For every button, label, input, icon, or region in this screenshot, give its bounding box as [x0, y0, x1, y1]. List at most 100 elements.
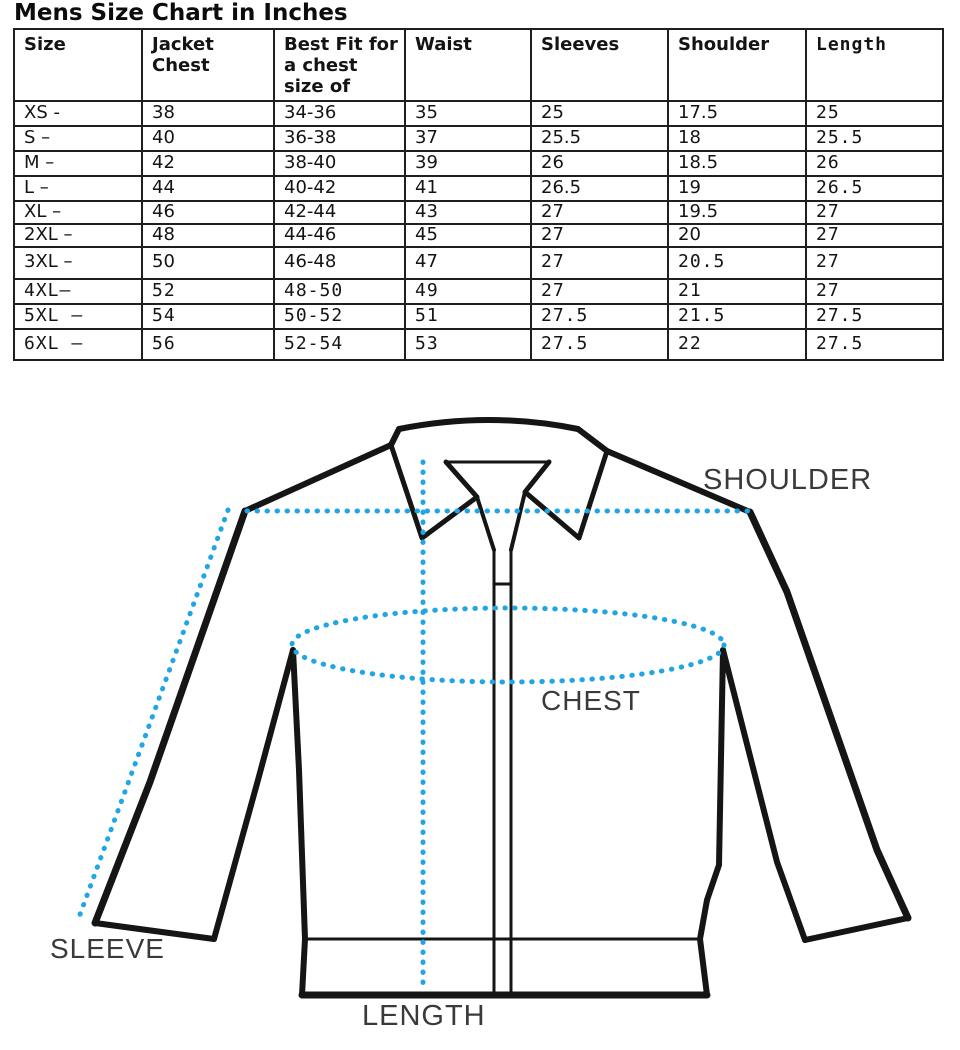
- table-row: L –44 40-42 41 26.5 19 26.5: [13, 175, 944, 202]
- cell-sleeves: 25: [530, 100, 669, 127]
- cell-shoulder: 19: [667, 175, 807, 202]
- cell-best-fit: 52-54: [273, 328, 406, 361]
- hem-left-edge: [299, 936, 308, 998]
- cell-best-fit: 44-46: [273, 223, 406, 248]
- cell-sleeves: 27: [530, 278, 669, 305]
- cell-shoulder: 18: [667, 125, 807, 152]
- chest-label: CHEST: [541, 685, 641, 716]
- cell-sleeves: 25.5: [530, 125, 669, 152]
- cell-waist: 49: [404, 278, 532, 305]
- column-header-waist: Waist: [404, 28, 532, 102]
- cell-size: M –: [13, 150, 143, 177]
- sleeve-measure-dotted-line: [75, 507, 231, 923]
- cell-jacket-chest: 42: [141, 150, 275, 177]
- shoulder-seam-right: [604, 448, 753, 515]
- cell-best-fit: 46-48: [273, 246, 406, 280]
- cell-length: 27.5: [805, 303, 944, 330]
- cell-size: XS -: [13, 100, 143, 127]
- body-right-edge: [697, 647, 726, 942]
- table-row: M –42 38-40 39 26 18.5 26: [13, 150, 944, 177]
- cell-jacket-chest: 38: [141, 100, 275, 127]
- cell-waist: 53: [404, 328, 532, 361]
- cell-waist: 41: [404, 175, 532, 202]
- column-header-length: Length: [805, 28, 944, 102]
- cell-waist: 43: [404, 200, 532, 225]
- cell-sleeves: 27: [530, 246, 669, 280]
- table-body: XS -38 34-36 35 25 17.5 25 S –40 36-38 37 25.5 18 2…: [13, 100, 944, 361]
- cell-jacket-chest: 50: [141, 246, 275, 280]
- cell-size: 5XL –: [13, 303, 143, 330]
- cell-jacket-chest: 46: [141, 200, 275, 225]
- cell-size: 3XL –: [13, 246, 143, 280]
- left-cuff: [92, 920, 217, 942]
- body-left-edge: [290, 647, 308, 942]
- table-row: S –40 36-38 37 25.5 18 25.5: [13, 125, 944, 152]
- shoulder-seam-left: [242, 442, 394, 514]
- cell-length: 26: [805, 150, 944, 177]
- cell-shoulder: 20: [667, 223, 807, 248]
- cell-waist: 45: [404, 223, 532, 248]
- page-title: Mens Size Chart in Inches: [14, 0, 348, 26]
- cell-sleeves: 26: [530, 150, 669, 177]
- table-row: 4XL– 52 48-50 49 27 21 27: [13, 278, 944, 305]
- cell-shoulder: 20.5: [667, 246, 807, 280]
- chest-measure-dotted-ellipse: [289, 605, 727, 685]
- length-label: LENGTH: [362, 1000, 486, 1032]
- cell-best-fit: 38-40: [273, 150, 406, 177]
- cell-jacket-chest: 40: [141, 125, 275, 152]
- cell-shoulder: 19.5: [667, 200, 807, 225]
- cell-best-fit: 48-50: [273, 278, 406, 305]
- cell-size: 2XL –: [13, 223, 143, 248]
- table-row: 3XL –50 46-48 47 27 20.5 27: [13, 246, 944, 280]
- cell-length: 27: [805, 278, 944, 305]
- cell-waist: 35: [404, 100, 532, 127]
- table-row: XS -38 34-36 35 25 17.5 25: [13, 100, 944, 127]
- cell-waist: 37: [404, 125, 532, 152]
- cell-jacket-chest: 54: [141, 303, 275, 330]
- table-row: 5XL –54 50-52 51 27.5 21.5 27.5: [13, 303, 944, 330]
- collar-right-flap: [522, 448, 610, 541]
- cell-sleeves: 27: [530, 223, 669, 248]
- cell-jacket-chest: 56: [141, 328, 275, 361]
- cell-length: 27: [805, 223, 944, 248]
- table-row: 2XL –48 44-46 45 27 20 27: [13, 223, 944, 248]
- cell-best-fit: 34-36: [273, 100, 406, 127]
- cell-length: 27: [805, 200, 944, 225]
- right-sleeve-inner-edge: [720, 647, 808, 943]
- cell-size: 4XL–: [13, 278, 143, 305]
- cell-size: XL –: [13, 200, 143, 225]
- cell-shoulder: 21.5: [667, 303, 807, 330]
- cell-shoulder: 18.5: [667, 150, 807, 177]
- column-header-sleeves: Sleeves: [530, 28, 669, 102]
- size-chart-table: Size Jacket Chest Best Fit for a chest siz…: [13, 28, 944, 361]
- cell-waist: 51: [404, 303, 532, 330]
- cell-size: S –: [13, 125, 143, 152]
- cell-sleeves: 27: [530, 200, 669, 225]
- cell-sleeves: 27.5: [530, 328, 669, 361]
- cell-size: L –: [13, 175, 143, 202]
- cell-best-fit: 40-42: [273, 175, 406, 202]
- cell-best-fit: 36-38: [273, 125, 406, 152]
- table-row: XL –46 42-44 43 27 19.5 27: [13, 200, 944, 225]
- table-header-row: Size Jacket Chest Best Fit for a chest siz…: [13, 28, 944, 102]
- shoulder-label: SHOULDER: [703, 464, 873, 496]
- column-header-jacket-chest: Jacket Chest: [141, 28, 275, 102]
- sleeve-label: SLEEVE: [50, 933, 165, 964]
- cell-length: 27: [805, 246, 944, 280]
- cell-size: 6XL –: [13, 328, 143, 361]
- collar-right-edge: [575, 426, 610, 454]
- right-cuff: [802, 915, 911, 943]
- vneck-left-line: [475, 495, 496, 552]
- vneck-right-line: [509, 490, 527, 552]
- left-sleeve-inner-edge: [211, 647, 296, 942]
- collar-top-arc: [396, 417, 581, 432]
- left-sleeve-outer-edge: [91, 507, 249, 927]
- cell-waist: 47: [404, 246, 532, 280]
- cell-length: 26.5: [805, 175, 944, 202]
- cell-length: 27.5: [805, 328, 944, 361]
- cell-length: 25.5: [805, 125, 944, 152]
- table-row: 6XL –56 52-54 53 27.5 22 27.5: [13, 328, 944, 361]
- cell-shoulder: 22: [667, 328, 807, 361]
